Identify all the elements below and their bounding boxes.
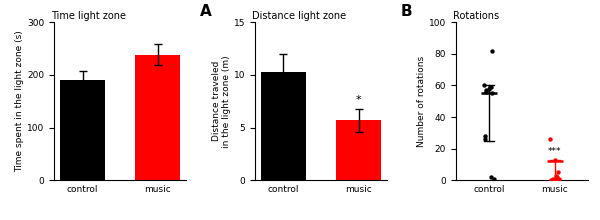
Y-axis label: Time spent in the light zone (s): Time spent in the light zone (s): [15, 30, 24, 172]
Point: [487, 49, 497, 52]
Y-axis label: Distance traveled
in the light zone (m): Distance traveled in the light zone (m): [212, 55, 231, 148]
Point: [484, 87, 494, 90]
Point: [486, 176, 496, 179]
Text: Rotations: Rotations: [453, 11, 499, 21]
Point: [551, 174, 561, 177]
Text: B: B: [400, 4, 412, 19]
Bar: [261, 72, 306, 180]
Text: A: A: [199, 4, 211, 19]
Point: [545, 138, 554, 141]
Point: [481, 90, 490, 94]
Bar: [135, 55, 180, 180]
Point: [551, 177, 560, 181]
Point: [550, 158, 560, 161]
Bar: [60, 80, 105, 180]
Point: [554, 177, 564, 181]
Point: [548, 177, 557, 181]
Text: Distance light zone: Distance light zone: [252, 11, 346, 21]
Point: [487, 92, 496, 95]
Point: [487, 85, 496, 89]
Text: ***: ***: [548, 147, 562, 156]
Bar: [336, 120, 381, 180]
Point: [489, 177, 499, 181]
Text: Time light zone: Time light zone: [52, 11, 127, 21]
Point: [553, 171, 563, 174]
Text: *: *: [356, 95, 361, 105]
Y-axis label: Number of rotations: Number of rotations: [417, 56, 426, 147]
Point: [553, 177, 562, 181]
Point: [485, 85, 495, 89]
Point: [479, 84, 488, 87]
Point: [480, 138, 490, 141]
Point: [481, 88, 491, 92]
Point: [481, 134, 490, 138]
Point: [553, 176, 562, 179]
Point: [547, 179, 556, 182]
